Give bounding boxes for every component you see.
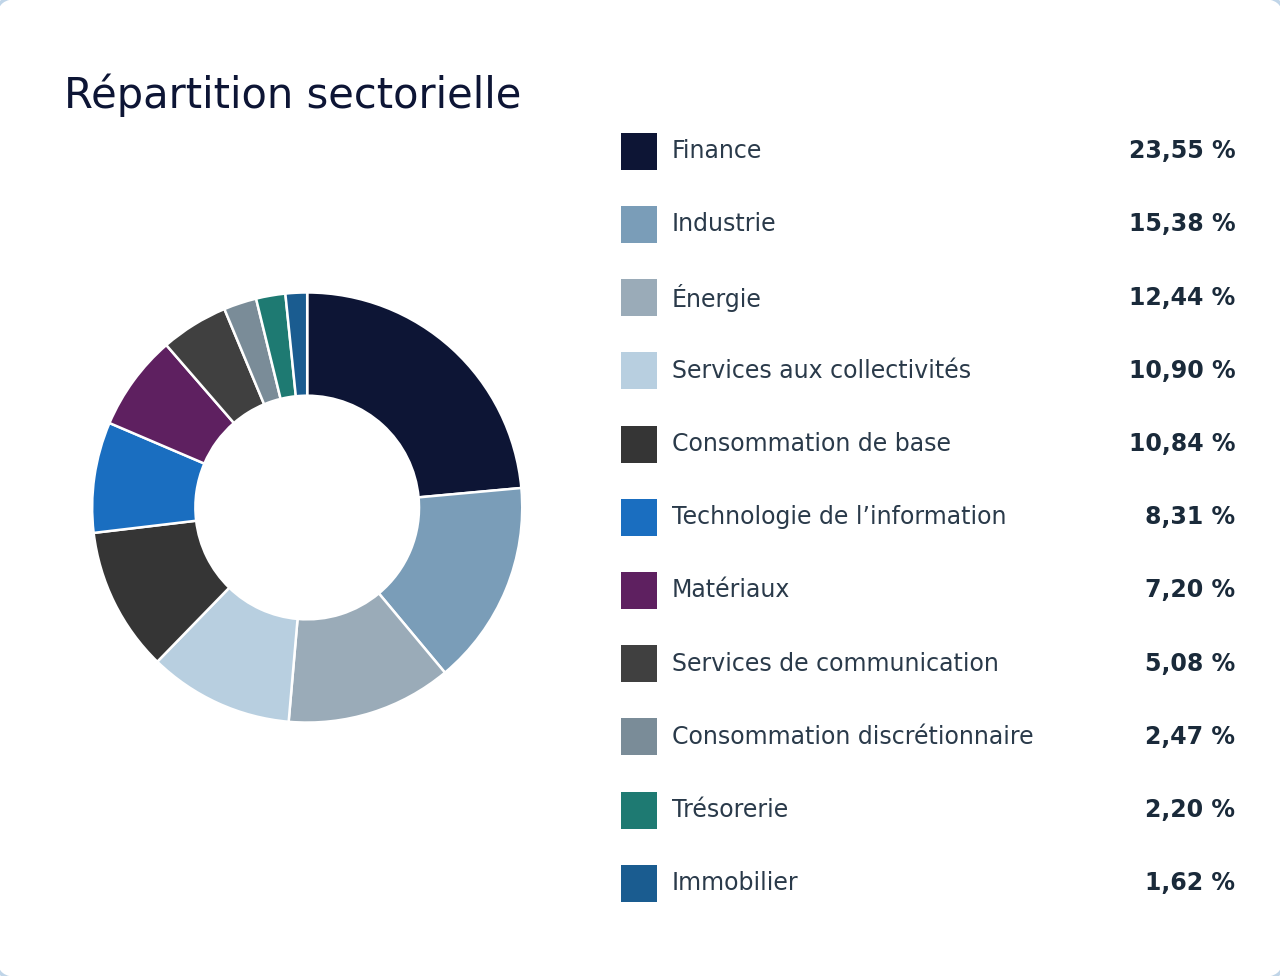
- Text: Consommation de base: Consommation de base: [672, 432, 951, 456]
- Text: 2,20 %: 2,20 %: [1146, 798, 1235, 822]
- Text: 10,90 %: 10,90 %: [1129, 359, 1235, 383]
- Text: 7,20 %: 7,20 %: [1146, 579, 1235, 602]
- Text: Services aux collectivités: Services aux collectivités: [672, 359, 972, 383]
- Text: Finance: Finance: [672, 140, 763, 163]
- Wedge shape: [157, 588, 297, 722]
- Text: 12,44 %: 12,44 %: [1129, 286, 1235, 309]
- Wedge shape: [256, 294, 296, 399]
- Text: Immobilier: Immobilier: [672, 872, 799, 895]
- Text: Industrie: Industrie: [672, 213, 777, 236]
- Wedge shape: [166, 309, 264, 423]
- Wedge shape: [93, 521, 229, 662]
- Text: Énergie: Énergie: [672, 284, 762, 311]
- Wedge shape: [110, 346, 234, 464]
- Text: Consommation discrétionnaire: Consommation discrétionnaire: [672, 725, 1034, 749]
- Wedge shape: [289, 593, 445, 722]
- Wedge shape: [379, 488, 522, 672]
- Wedge shape: [92, 423, 205, 533]
- Text: 1,62 %: 1,62 %: [1146, 872, 1235, 895]
- Text: Matériaux: Matériaux: [672, 579, 790, 602]
- Wedge shape: [285, 293, 307, 396]
- Text: 15,38 %: 15,38 %: [1129, 213, 1235, 236]
- Text: 10,84 %: 10,84 %: [1129, 432, 1235, 456]
- Text: 2,47 %: 2,47 %: [1146, 725, 1235, 749]
- Text: Répartition sectorielle: Répartition sectorielle: [64, 73, 521, 117]
- Wedge shape: [224, 299, 280, 404]
- Text: Services de communication: Services de communication: [672, 652, 998, 675]
- Text: 23,55 %: 23,55 %: [1129, 140, 1235, 163]
- Text: 5,08 %: 5,08 %: [1144, 652, 1235, 675]
- Text: 8,31 %: 8,31 %: [1146, 506, 1235, 529]
- Text: Trésorerie: Trésorerie: [672, 798, 788, 822]
- Wedge shape: [307, 293, 521, 498]
- Text: Technologie de l’information: Technologie de l’information: [672, 506, 1006, 529]
